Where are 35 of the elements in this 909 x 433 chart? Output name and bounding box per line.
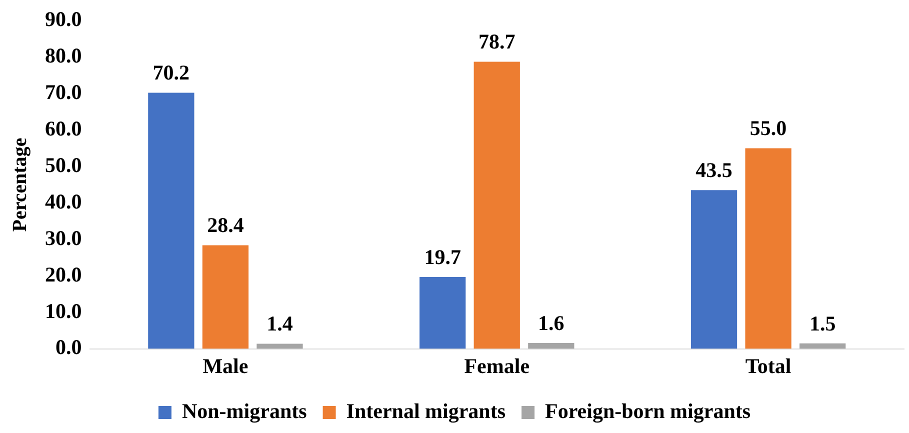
- data-label: 78.7: [478, 30, 516, 54]
- y-tick-label: 90.0: [45, 7, 82, 32]
- bar: [745, 148, 792, 349]
- x-tick-label: Total: [745, 354, 792, 378]
- y-tick-label: 60.0: [45, 116, 82, 140]
- bar: [148, 92, 194, 349]
- legend-label: Foreign-born migrants: [545, 398, 751, 423]
- legend-label: Internal migrants: [346, 398, 506, 423]
- data-label: 1.5: [809, 311, 836, 336]
- bar: [256, 344, 303, 349]
- y-tick-label: 70.0: [45, 80, 82, 104]
- x-tick-label: Male: [202, 354, 248, 378]
- bar: [528, 342, 574, 349]
- legend-label: Non-migrants: [182, 398, 307, 423]
- data-label: 1.4: [266, 312, 294, 336]
- bar: [690, 190, 738, 349]
- y-tick-label: 40.0: [45, 189, 82, 214]
- y-tick-label: 30.0: [45, 226, 82, 250]
- bar: [800, 343, 846, 349]
- data-label: 28.4: [207, 213, 244, 238]
- y-axis-title: Percentage: [9, 138, 32, 232]
- y-tick-label: 80.0: [45, 43, 82, 68]
- data-label: 19.7: [424, 244, 461, 269]
- bar: [420, 276, 466, 349]
- data-label: 55.0: [750, 116, 787, 140]
- bar: [474, 62, 520, 349]
- x-tick-label: Female: [464, 354, 530, 378]
- data-label: 1.6: [538, 310, 564, 335]
- data-label: 43.5: [696, 158, 732, 182]
- y-tick-label: 50.0: [45, 152, 82, 177]
- y-tick-label: 0.0: [56, 335, 82, 360]
- y-tick-label: 10.0: [45, 298, 82, 323]
- bar: [202, 245, 249, 349]
- data-label: 70.2: [152, 60, 190, 85]
- y-tick-label: 20.0: [45, 262, 82, 286]
